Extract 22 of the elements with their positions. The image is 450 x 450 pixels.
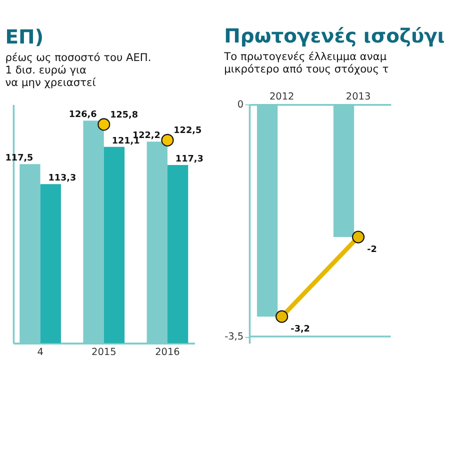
x-tick-label: 2015: [92, 347, 116, 358]
text: να μην χρειαστεί: [5, 76, 96, 89]
x-tick-label: 2016: [155, 347, 180, 358]
y-tick-label: -3,5: [224, 332, 244, 343]
data-label: -3,2: [290, 324, 310, 335]
data-label: 122,5: [174, 126, 202, 136]
x-tick-label: 2012: [269, 92, 294, 103]
text: μικρότερο από τους στόχους τ: [224, 64, 389, 76]
data-label: 117,5: [5, 154, 34, 164]
data-label: 117,3: [175, 154, 204, 165]
text: 1 δισ. ευρώ για: [5, 64, 87, 76]
text: Το πρωτογενές έλλειμμα αναμ: [224, 51, 387, 64]
data-label: 126,6: [68, 110, 97, 120]
chart-title: ΕΠ): [5, 25, 44, 48]
chart-title: Πρωτογενές ισοζύγι: [224, 24, 445, 48]
data-label: 125,8: [110, 110, 138, 120]
y-tick-label: 0: [237, 100, 244, 111]
data-label: -2: [367, 245, 377, 256]
text: ρέως ως ποσοστό του ΑΕΠ.: [5, 52, 152, 64]
x-tick-label: 4: [37, 347, 44, 358]
data-label: 113,3: [48, 174, 76, 184]
x-tick-label: 2013: [346, 92, 371, 103]
